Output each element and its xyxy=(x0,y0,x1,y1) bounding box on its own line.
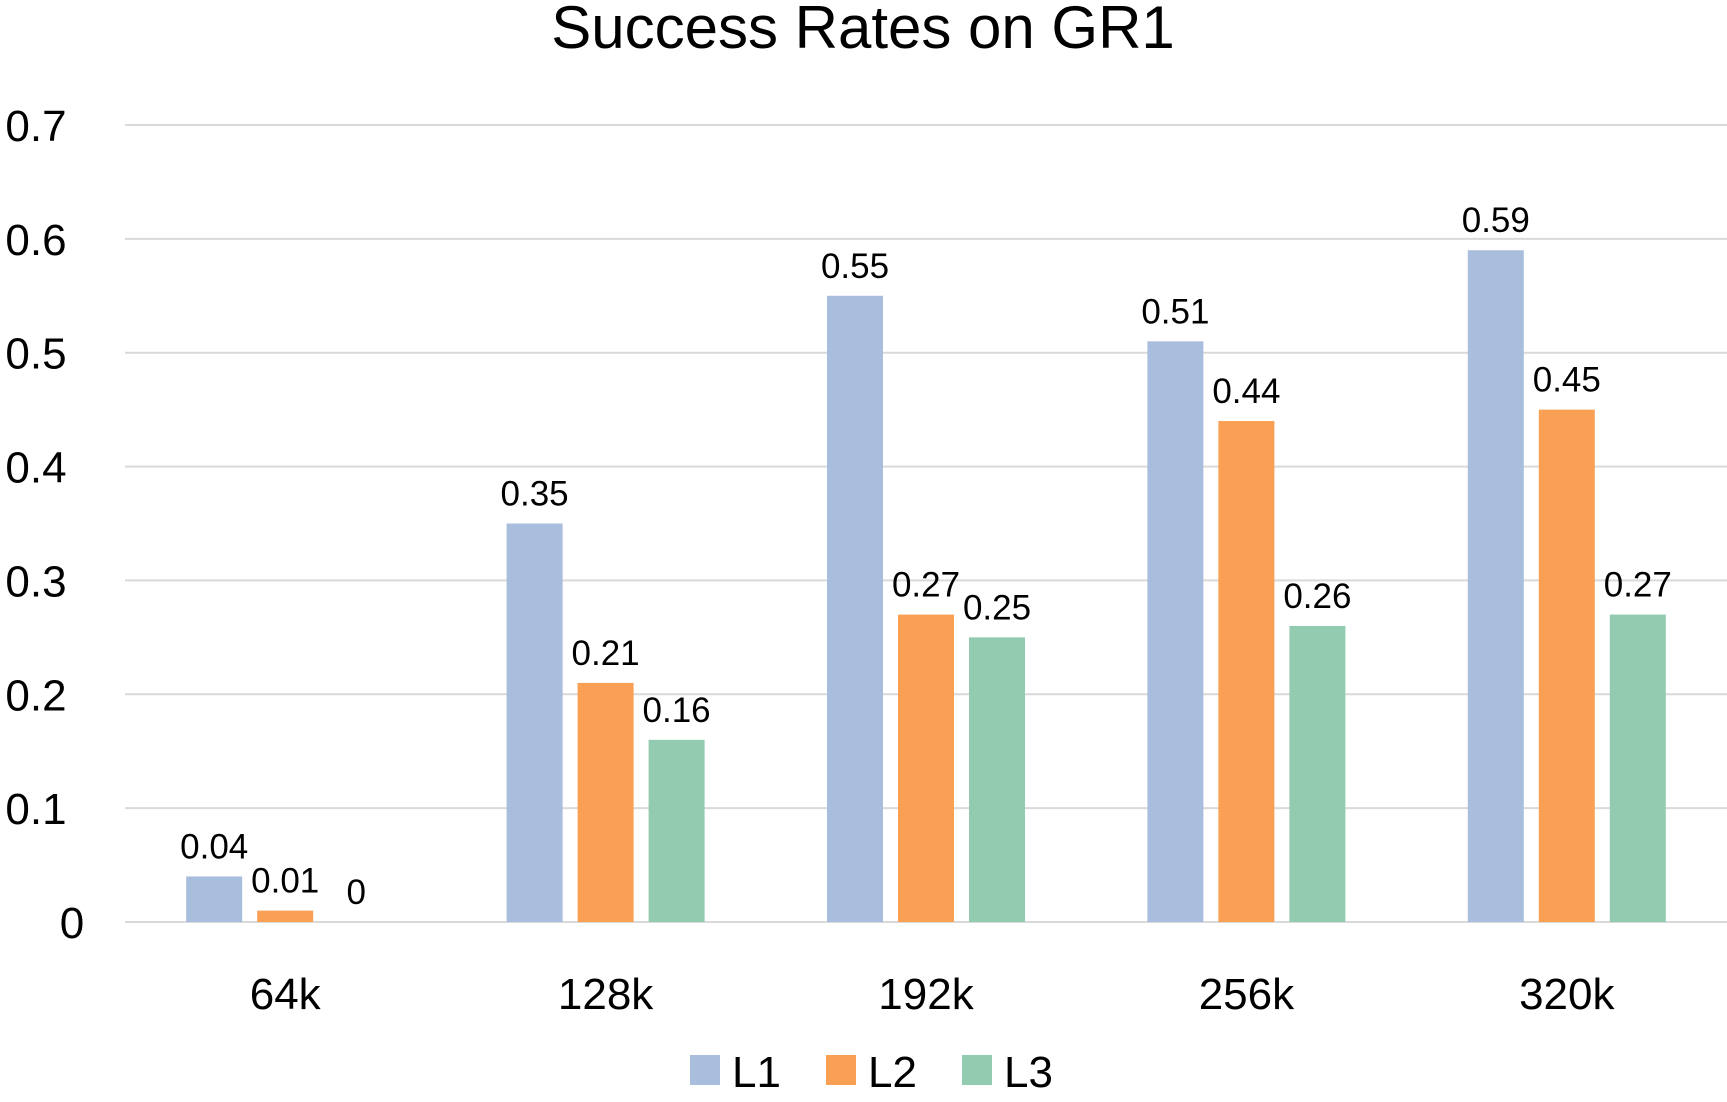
bar-l2-128k xyxy=(577,682,634,922)
legend-swatch-l3 xyxy=(962,1055,992,1085)
bar-l3-192k xyxy=(969,637,1025,922)
bar-l1-128k xyxy=(506,523,563,922)
data-label-l3-192k: 0.25 xyxy=(963,588,1031,627)
data-label-l2-64k: 0.01 xyxy=(251,862,319,901)
legend-swatch-l2 xyxy=(826,1055,856,1085)
bar-l3-256k xyxy=(1289,625,1346,922)
x-tick-label: 128k xyxy=(558,970,654,1019)
legend-label-l1: L1 xyxy=(732,1048,781,1097)
y-axis-ticks: 0 0.1 0.2 0.3 0.4 0.5 0.6 0.7 xyxy=(5,102,84,948)
data-label-l2-128k: 0.21 xyxy=(572,634,640,673)
x-tick-label: 256k xyxy=(1199,970,1295,1019)
y-tick-label: 0.2 xyxy=(5,671,66,720)
data-label-l2-192k: 0.27 xyxy=(892,566,960,605)
bar-l1-192k xyxy=(827,295,883,922)
data-label-l2-256k: 0.44 xyxy=(1212,372,1280,411)
data-label-l1-192k: 0.55 xyxy=(821,247,889,286)
data-label-l1-64k: 0.04 xyxy=(180,827,248,866)
data-labels: 0.040.01 00.350.210.160.550.270.250.510.4… xyxy=(180,201,1672,912)
bar-l2-192k xyxy=(898,614,954,922)
data-label-l3-256k: 0.26 xyxy=(1283,577,1351,616)
data-label-l1-128k: 0.35 xyxy=(501,475,569,514)
bar-l3-320k xyxy=(1609,614,1666,922)
bar-l2-64k xyxy=(257,910,314,922)
bar-l2-320k xyxy=(1538,409,1595,923)
legend-label-l3: L3 xyxy=(1004,1048,1053,1097)
y-tick-label: 0.4 xyxy=(5,444,66,493)
y-tick-label: 0.5 xyxy=(5,330,66,379)
data-label-l3-64k: 0 xyxy=(346,873,365,912)
chart-title: Success Rates on GR1 xyxy=(551,0,1175,61)
x-tick-label: 64k xyxy=(250,970,322,1019)
y-tick-label: 0.1 xyxy=(5,785,66,834)
y-tick-label: 0 xyxy=(60,899,84,948)
x-tick-label: 320k xyxy=(1519,970,1615,1019)
y-tick-label: 0.7 xyxy=(5,102,66,151)
bars xyxy=(186,250,1666,923)
data-label-l3-128k: 0.16 xyxy=(643,691,711,730)
data-label-l2-320k: 0.45 xyxy=(1533,361,1601,400)
legend: L1 L2 L3 xyxy=(690,1048,1053,1097)
y-tick-label: 0.6 xyxy=(5,216,66,265)
data-label-l3-320k: 0.27 xyxy=(1604,566,1672,605)
x-axis-ticks: 64k 128k 192k 256k 320k xyxy=(250,970,1616,1019)
legend-label-l2: L2 xyxy=(868,1048,917,1097)
x-tick-label: 192k xyxy=(878,970,974,1019)
data-label-l1-320k: 0.59 xyxy=(1462,201,1530,240)
bar-l1-320k xyxy=(1467,250,1524,922)
bar-l1-64k xyxy=(186,876,243,922)
bar-l3-128k xyxy=(648,739,705,922)
legend-swatch-l1 xyxy=(690,1055,720,1085)
bar-l2-256k xyxy=(1218,421,1275,922)
bar-l1-256k xyxy=(1147,341,1204,922)
y-tick-label: 0.3 xyxy=(5,557,66,606)
data-label-l1-256k: 0.51 xyxy=(1141,292,1209,331)
